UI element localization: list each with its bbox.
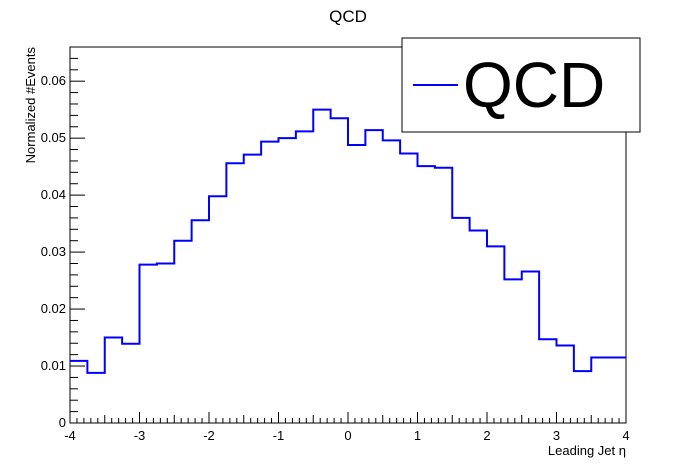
x-tick-label: -4 bbox=[64, 428, 76, 443]
x-tick-label: -2 bbox=[203, 428, 215, 443]
x-axis: -4 -3 -2 -1 0 1 2 3 4 bbox=[64, 412, 630, 443]
x-tick-label: -1 bbox=[273, 428, 285, 443]
y-tick-label: 0.03 bbox=[41, 244, 66, 259]
y-tick-label: 0.06 bbox=[41, 73, 66, 88]
y-axis-title: Normalized #Events bbox=[23, 47, 38, 164]
x-tick-label: 3 bbox=[553, 428, 560, 443]
x-tick-label: 0 bbox=[344, 428, 351, 443]
y-tick-label: 0.01 bbox=[41, 358, 66, 373]
legend-label-qcd: QCD bbox=[463, 49, 605, 121]
y-tick-label: 0.05 bbox=[41, 130, 66, 145]
histogram-series-qcd bbox=[70, 108, 626, 374]
x-tick-label: -3 bbox=[134, 428, 146, 443]
x-tick-label: 1 bbox=[414, 428, 421, 443]
chart-title: QCD bbox=[329, 7, 367, 26]
y-tick-label: 0.02 bbox=[41, 301, 66, 316]
y-tick-label: 0.04 bbox=[41, 187, 66, 202]
x-tick-label: 4 bbox=[622, 428, 629, 443]
x-axis-title: Leading Jet η bbox=[548, 443, 626, 458]
x-tick-label: 2 bbox=[483, 428, 490, 443]
y-tick-label: 0 bbox=[59, 415, 66, 430]
y-axis: 0 0.01 0.02 0.03 0.04 0.05 0.06 bbox=[41, 57, 85, 430]
legend: QCD bbox=[401, 37, 641, 133]
